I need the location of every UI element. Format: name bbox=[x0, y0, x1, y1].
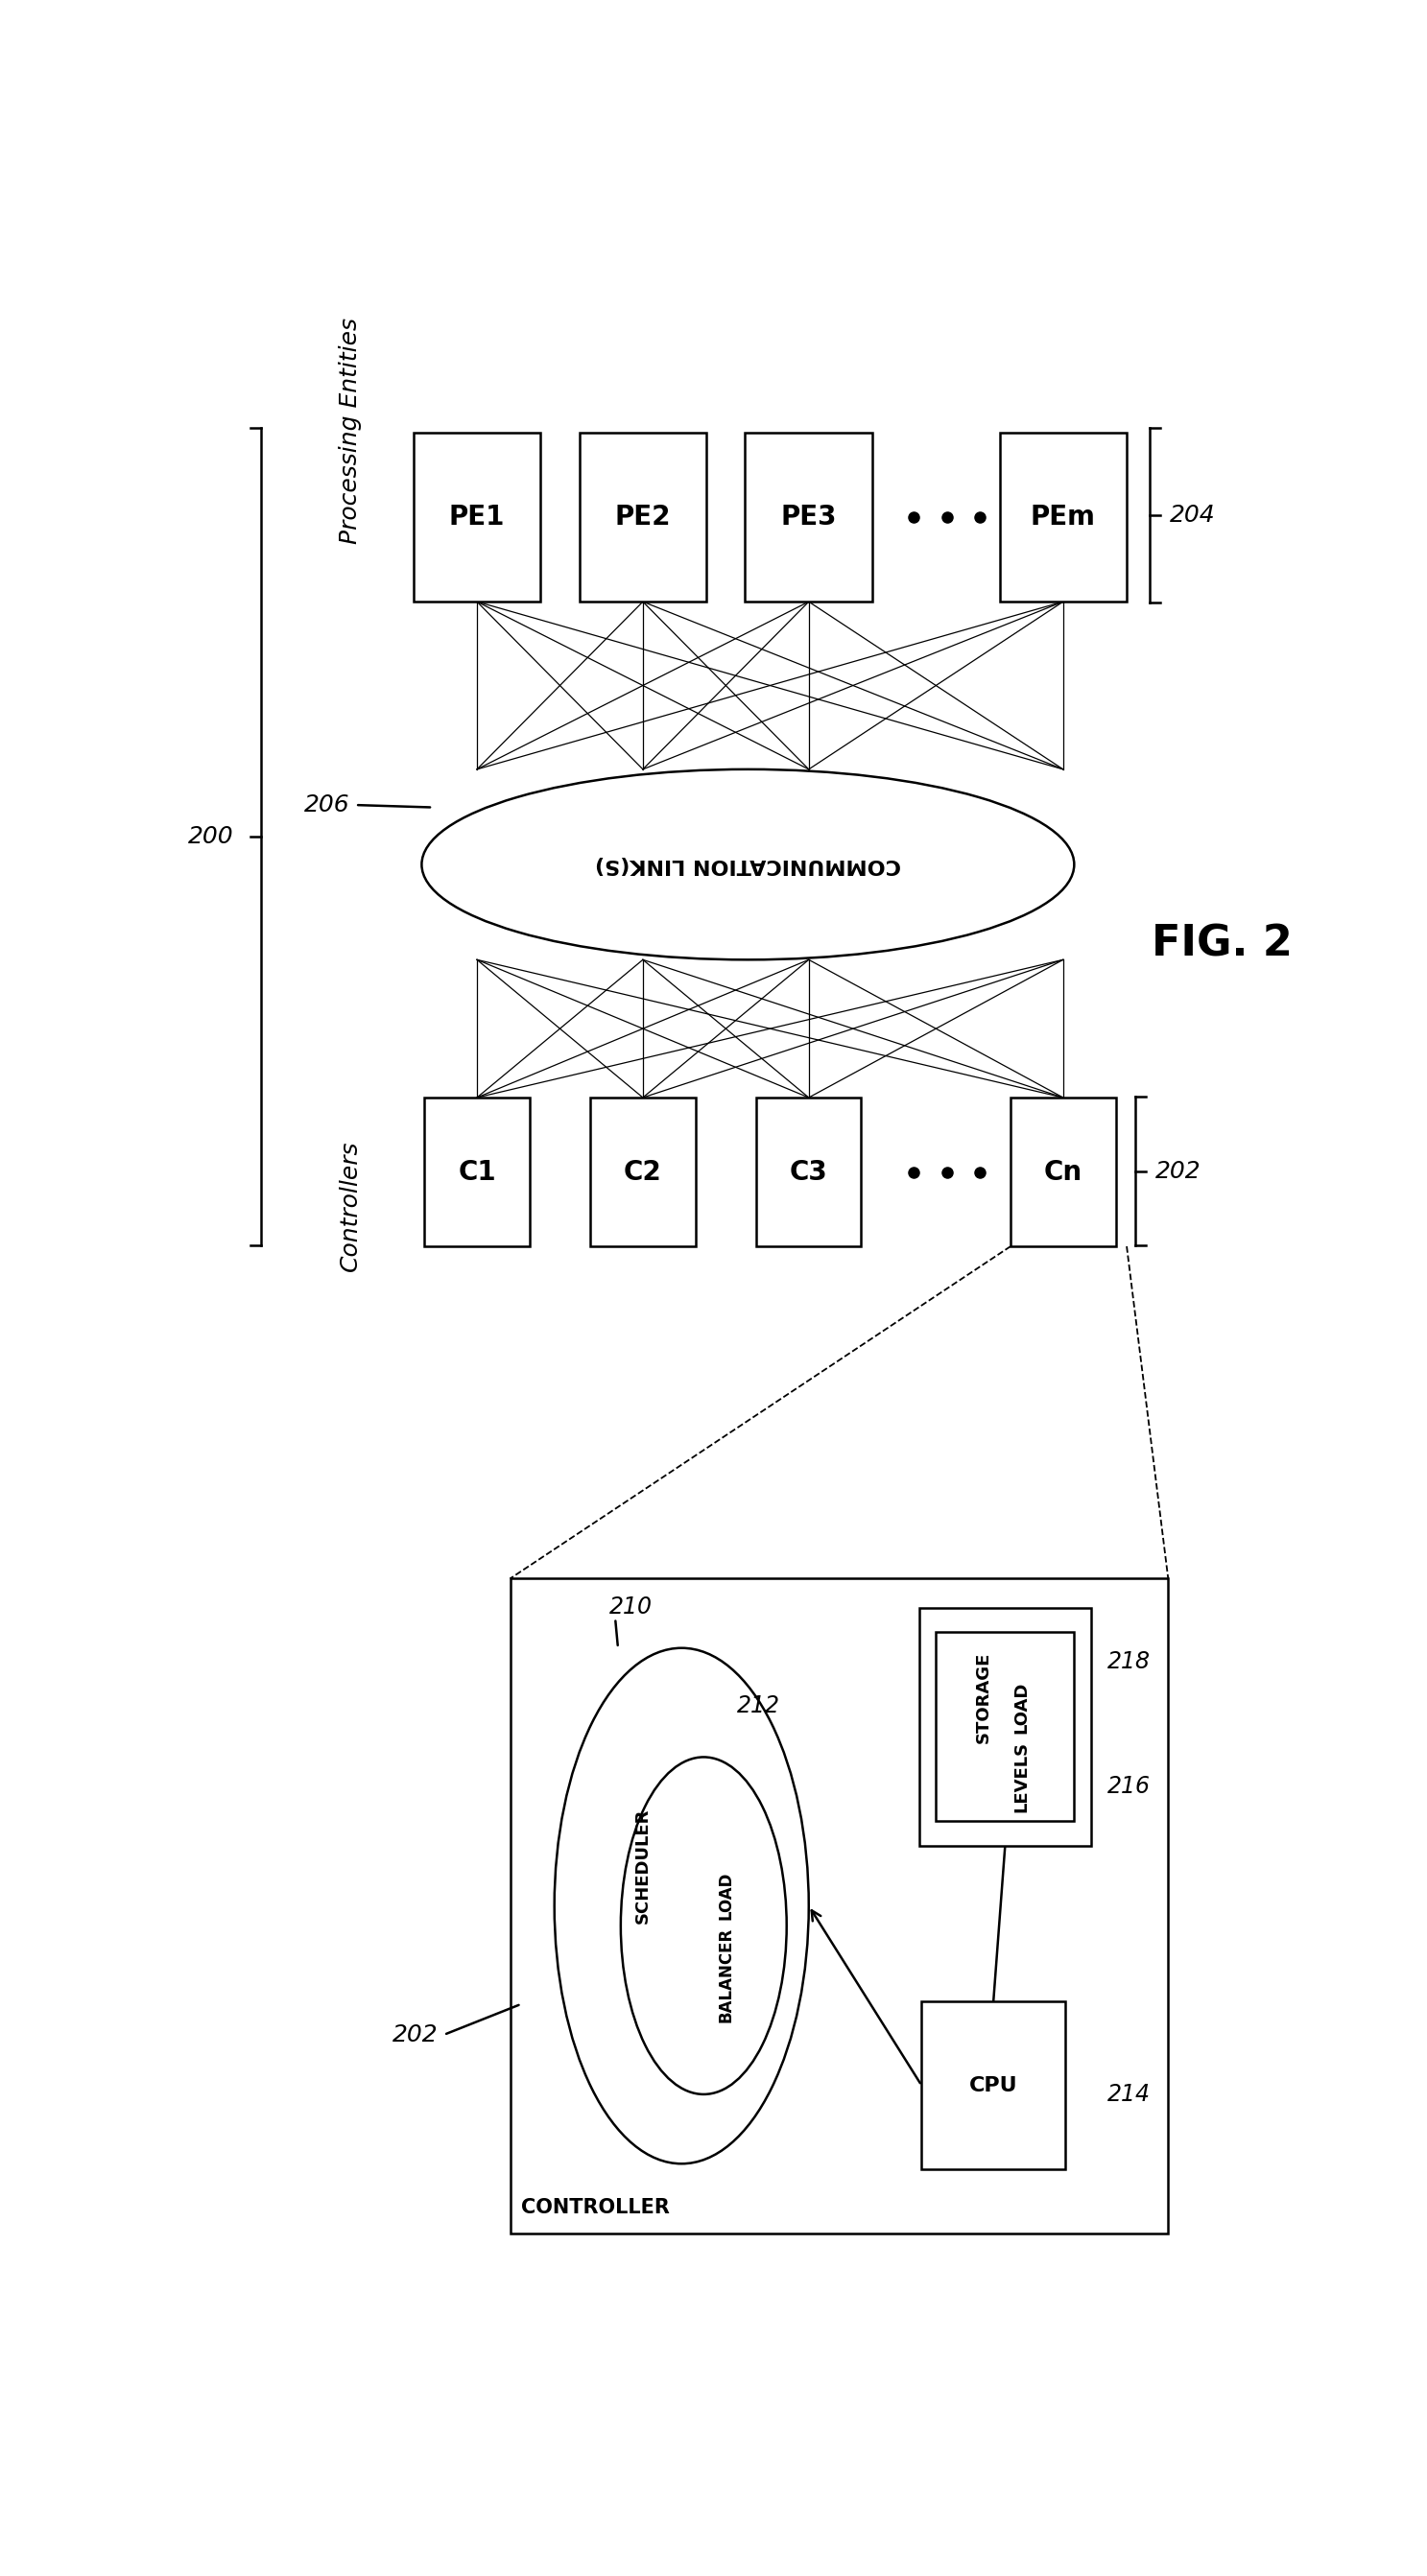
Bar bbox=[922, 2002, 1066, 2169]
Ellipse shape bbox=[621, 1757, 786, 2094]
Text: 204: 204 bbox=[1169, 505, 1214, 528]
Text: 210: 210 bbox=[609, 1595, 654, 1618]
Text: 202: 202 bbox=[392, 2022, 438, 2045]
Text: BALANCER: BALANCER bbox=[718, 1927, 735, 2022]
Bar bbox=[424, 1097, 529, 1247]
Text: 218: 218 bbox=[1107, 1651, 1150, 1674]
Bar bbox=[756, 1097, 862, 1247]
Text: 214: 214 bbox=[1107, 2084, 1150, 2105]
Text: LOAD: LOAD bbox=[1013, 1682, 1030, 1734]
Text: FIG. 2: FIG. 2 bbox=[1152, 922, 1293, 963]
Ellipse shape bbox=[422, 770, 1075, 961]
Text: C2: C2 bbox=[624, 1159, 662, 1185]
Text: 216: 216 bbox=[1107, 1775, 1150, 1798]
Text: CPU: CPU bbox=[969, 2076, 1017, 2094]
Bar bbox=[591, 1097, 695, 1247]
Text: PEm: PEm bbox=[1030, 505, 1096, 531]
Text: C1: C1 bbox=[458, 1159, 497, 1185]
Text: COMMUNICATION LINK(S): COMMUNICATION LINK(S) bbox=[595, 855, 900, 873]
Bar bbox=[511, 1579, 1169, 2233]
Text: 206: 206 bbox=[304, 793, 350, 817]
Text: 200: 200 bbox=[188, 824, 234, 848]
Bar bbox=[919, 1607, 1090, 1847]
Bar bbox=[579, 433, 706, 603]
Text: PE1: PE1 bbox=[450, 505, 505, 531]
Text: C3: C3 bbox=[789, 1159, 828, 1185]
Text: PE2: PE2 bbox=[615, 505, 671, 531]
Bar bbox=[1010, 1097, 1116, 1247]
Bar bbox=[936, 1633, 1075, 1821]
Bar bbox=[999, 433, 1127, 603]
Text: PE3: PE3 bbox=[781, 505, 836, 531]
Text: LOAD: LOAD bbox=[718, 1873, 735, 1919]
Text: 212: 212 bbox=[736, 1695, 781, 1718]
Text: LEVELS: LEVELS bbox=[1013, 1741, 1030, 1814]
Text: SCHEDULER: SCHEDULER bbox=[634, 1808, 652, 1924]
Text: Cn: Cn bbox=[1045, 1159, 1082, 1185]
Bar bbox=[414, 433, 541, 603]
Text: STORAGE: STORAGE bbox=[975, 1651, 992, 1744]
Text: Controllers: Controllers bbox=[338, 1141, 361, 1273]
Text: CONTROLLER: CONTROLLER bbox=[521, 2197, 669, 2218]
Text: Processing Entities: Processing Entities bbox=[338, 317, 361, 544]
Ellipse shape bbox=[554, 1649, 809, 2164]
Text: 202: 202 bbox=[1154, 1159, 1200, 1182]
Bar bbox=[745, 433, 872, 603]
